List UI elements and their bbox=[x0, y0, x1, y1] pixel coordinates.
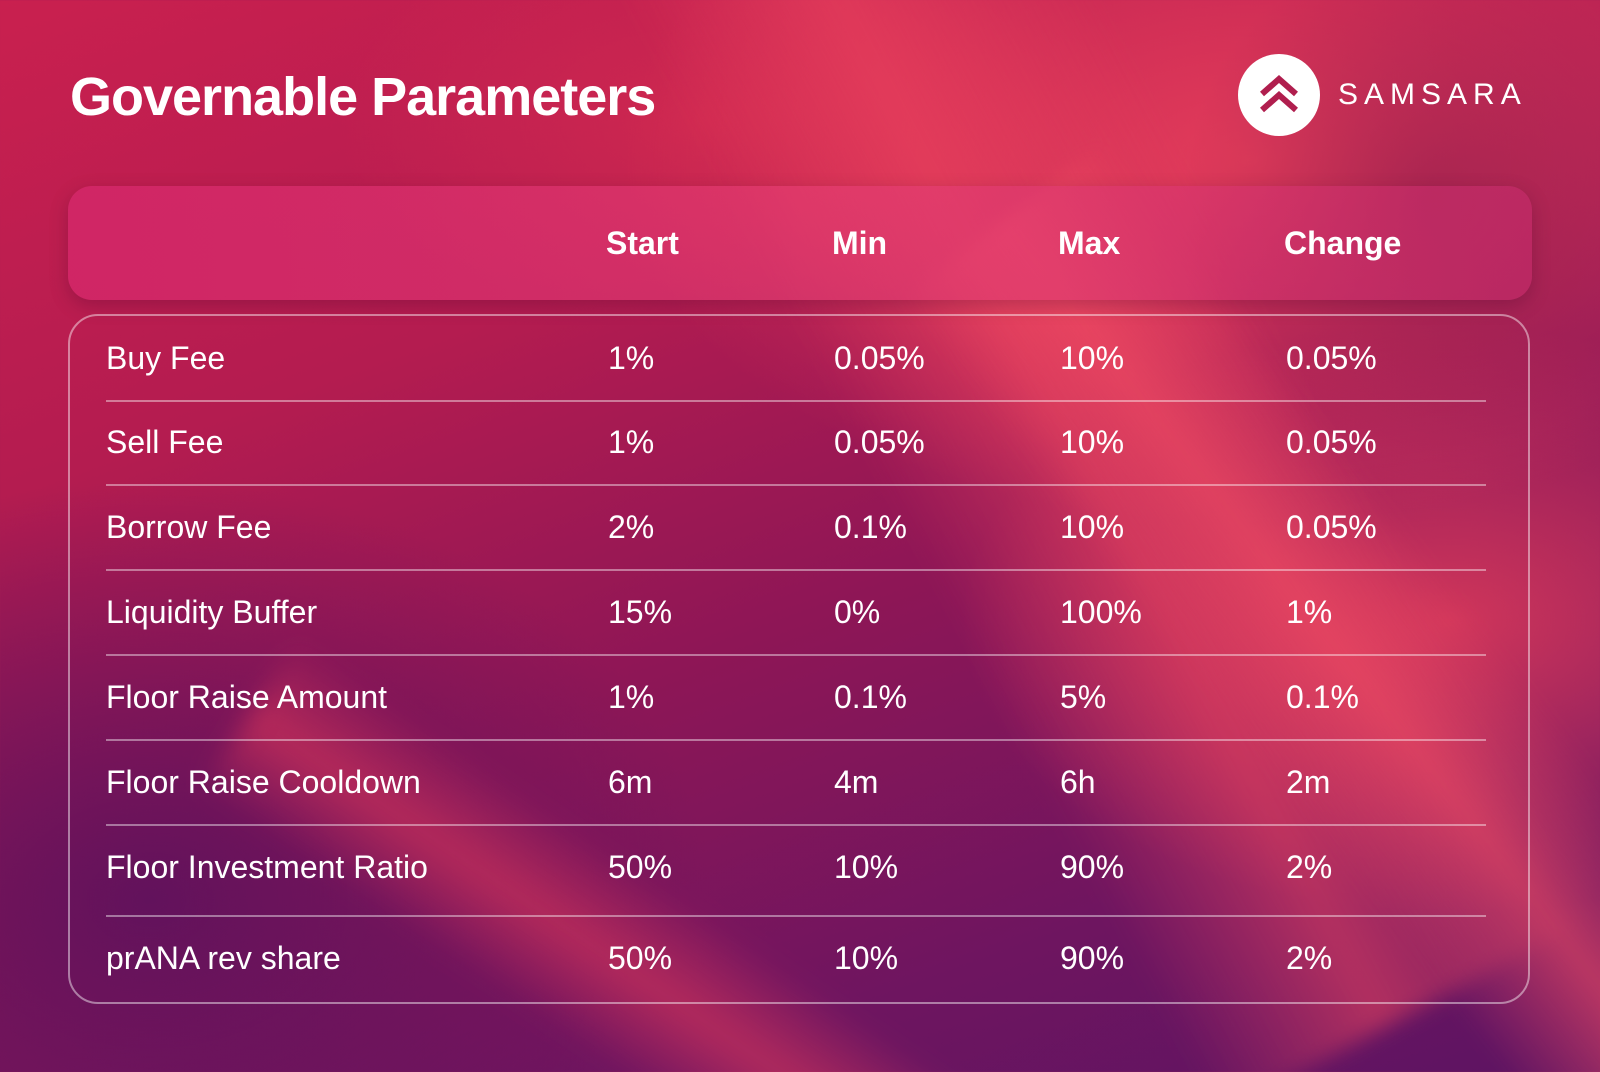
brand-logo-group: SAMSARA bbox=[1238, 54, 1527, 136]
column-header-start: Start bbox=[606, 225, 679, 261]
change-value: 2% bbox=[1286, 849, 1333, 885]
parameter-name: Borrow Fee bbox=[106, 509, 272, 545]
max-value: 6h bbox=[1060, 764, 1096, 800]
parameter-name: Sell Fee bbox=[106, 424, 224, 460]
double-chevron-up-icon bbox=[1238, 54, 1320, 136]
start-value: 15% bbox=[608, 594, 673, 630]
table-row: Floor Raise Amount 1% 0.1% 5% 0.1% bbox=[106, 655, 1486, 741]
parameters-table: Buy Fee 1% 0.05% 10% 0.05% Sell Fee 1% 0… bbox=[68, 314, 1530, 1004]
min-value: 0.05% bbox=[834, 424, 925, 460]
parameter-name: Floor Investment Ratio bbox=[106, 849, 428, 885]
max-value: 5% bbox=[1060, 679, 1107, 715]
row-divider bbox=[106, 569, 1486, 571]
table-row: Floor Raise Cooldown 6m 4m 6h 2m bbox=[106, 740, 1486, 826]
start-value: 1% bbox=[608, 424, 655, 460]
row-divider bbox=[106, 400, 1486, 402]
table-row: prANA rev share 50% 10% 90% 2% bbox=[106, 916, 1486, 1002]
start-value: 2% bbox=[608, 509, 655, 545]
table-row: Buy Fee 1% 0.05% 10% 0.05% bbox=[106, 316, 1486, 402]
row-divider bbox=[106, 915, 1486, 917]
change-value: 0.05% bbox=[1286, 340, 1377, 376]
row-divider bbox=[106, 739, 1486, 741]
start-value: 50% bbox=[608, 849, 673, 885]
min-value: 10% bbox=[834, 940, 899, 976]
parameter-name: prANA rev share bbox=[106, 940, 341, 976]
max-value: 10% bbox=[1060, 424, 1125, 460]
change-value: 0.05% bbox=[1286, 509, 1377, 545]
change-value: 2% bbox=[1286, 940, 1333, 976]
table-row: Sell Fee 1% 0.05% 10% 0.05% bbox=[106, 400, 1486, 486]
parameter-name: Floor Raise Cooldown bbox=[106, 764, 421, 800]
min-value: 4m bbox=[834, 764, 879, 800]
min-value: 10% bbox=[834, 849, 899, 885]
row-divider bbox=[106, 824, 1486, 826]
start-value: 1% bbox=[608, 340, 655, 376]
min-value: 0.1% bbox=[834, 509, 907, 545]
row-divider bbox=[106, 484, 1486, 486]
table-row: Borrow Fee 2% 0.1% 10% 0.05% bbox=[106, 485, 1486, 571]
column-header-change: Change bbox=[1284, 225, 1402, 261]
parameter-name: Floor Raise Amount bbox=[106, 679, 388, 715]
max-value: 90% bbox=[1060, 849, 1125, 885]
max-value: 10% bbox=[1060, 509, 1125, 545]
column-header-max: Max bbox=[1058, 225, 1121, 261]
start-value: 50% bbox=[608, 940, 673, 976]
max-value: 100% bbox=[1060, 594, 1142, 630]
change-value: 0.1% bbox=[1286, 679, 1359, 715]
change-value: 0.05% bbox=[1286, 424, 1377, 460]
brand-name: SAMSARA bbox=[1338, 78, 1527, 111]
row-divider bbox=[106, 654, 1486, 656]
start-value: 1% bbox=[608, 679, 655, 715]
table-row: Liquidity Buffer 15% 0% 100% 1% bbox=[106, 570, 1486, 656]
max-value: 10% bbox=[1060, 340, 1125, 376]
change-value: 2m bbox=[1286, 764, 1331, 800]
start-value: 6m bbox=[608, 764, 653, 800]
change-value: 1% bbox=[1286, 594, 1333, 630]
table-header: Start Min Max Change bbox=[68, 186, 1532, 300]
page-title: Governable Parameters bbox=[70, 67, 656, 127]
min-value: 0.05% bbox=[834, 340, 925, 376]
max-value: 90% bbox=[1060, 940, 1125, 976]
parameter-name: Buy Fee bbox=[106, 340, 226, 376]
min-value: 0% bbox=[834, 594, 881, 630]
table-row: Floor Investment Ratio 50% 10% 90% 2% bbox=[106, 825, 1486, 917]
min-value: 0.1% bbox=[834, 679, 907, 715]
column-header-min: Min bbox=[832, 225, 888, 261]
parameter-name: Liquidity Buffer bbox=[106, 594, 318, 630]
